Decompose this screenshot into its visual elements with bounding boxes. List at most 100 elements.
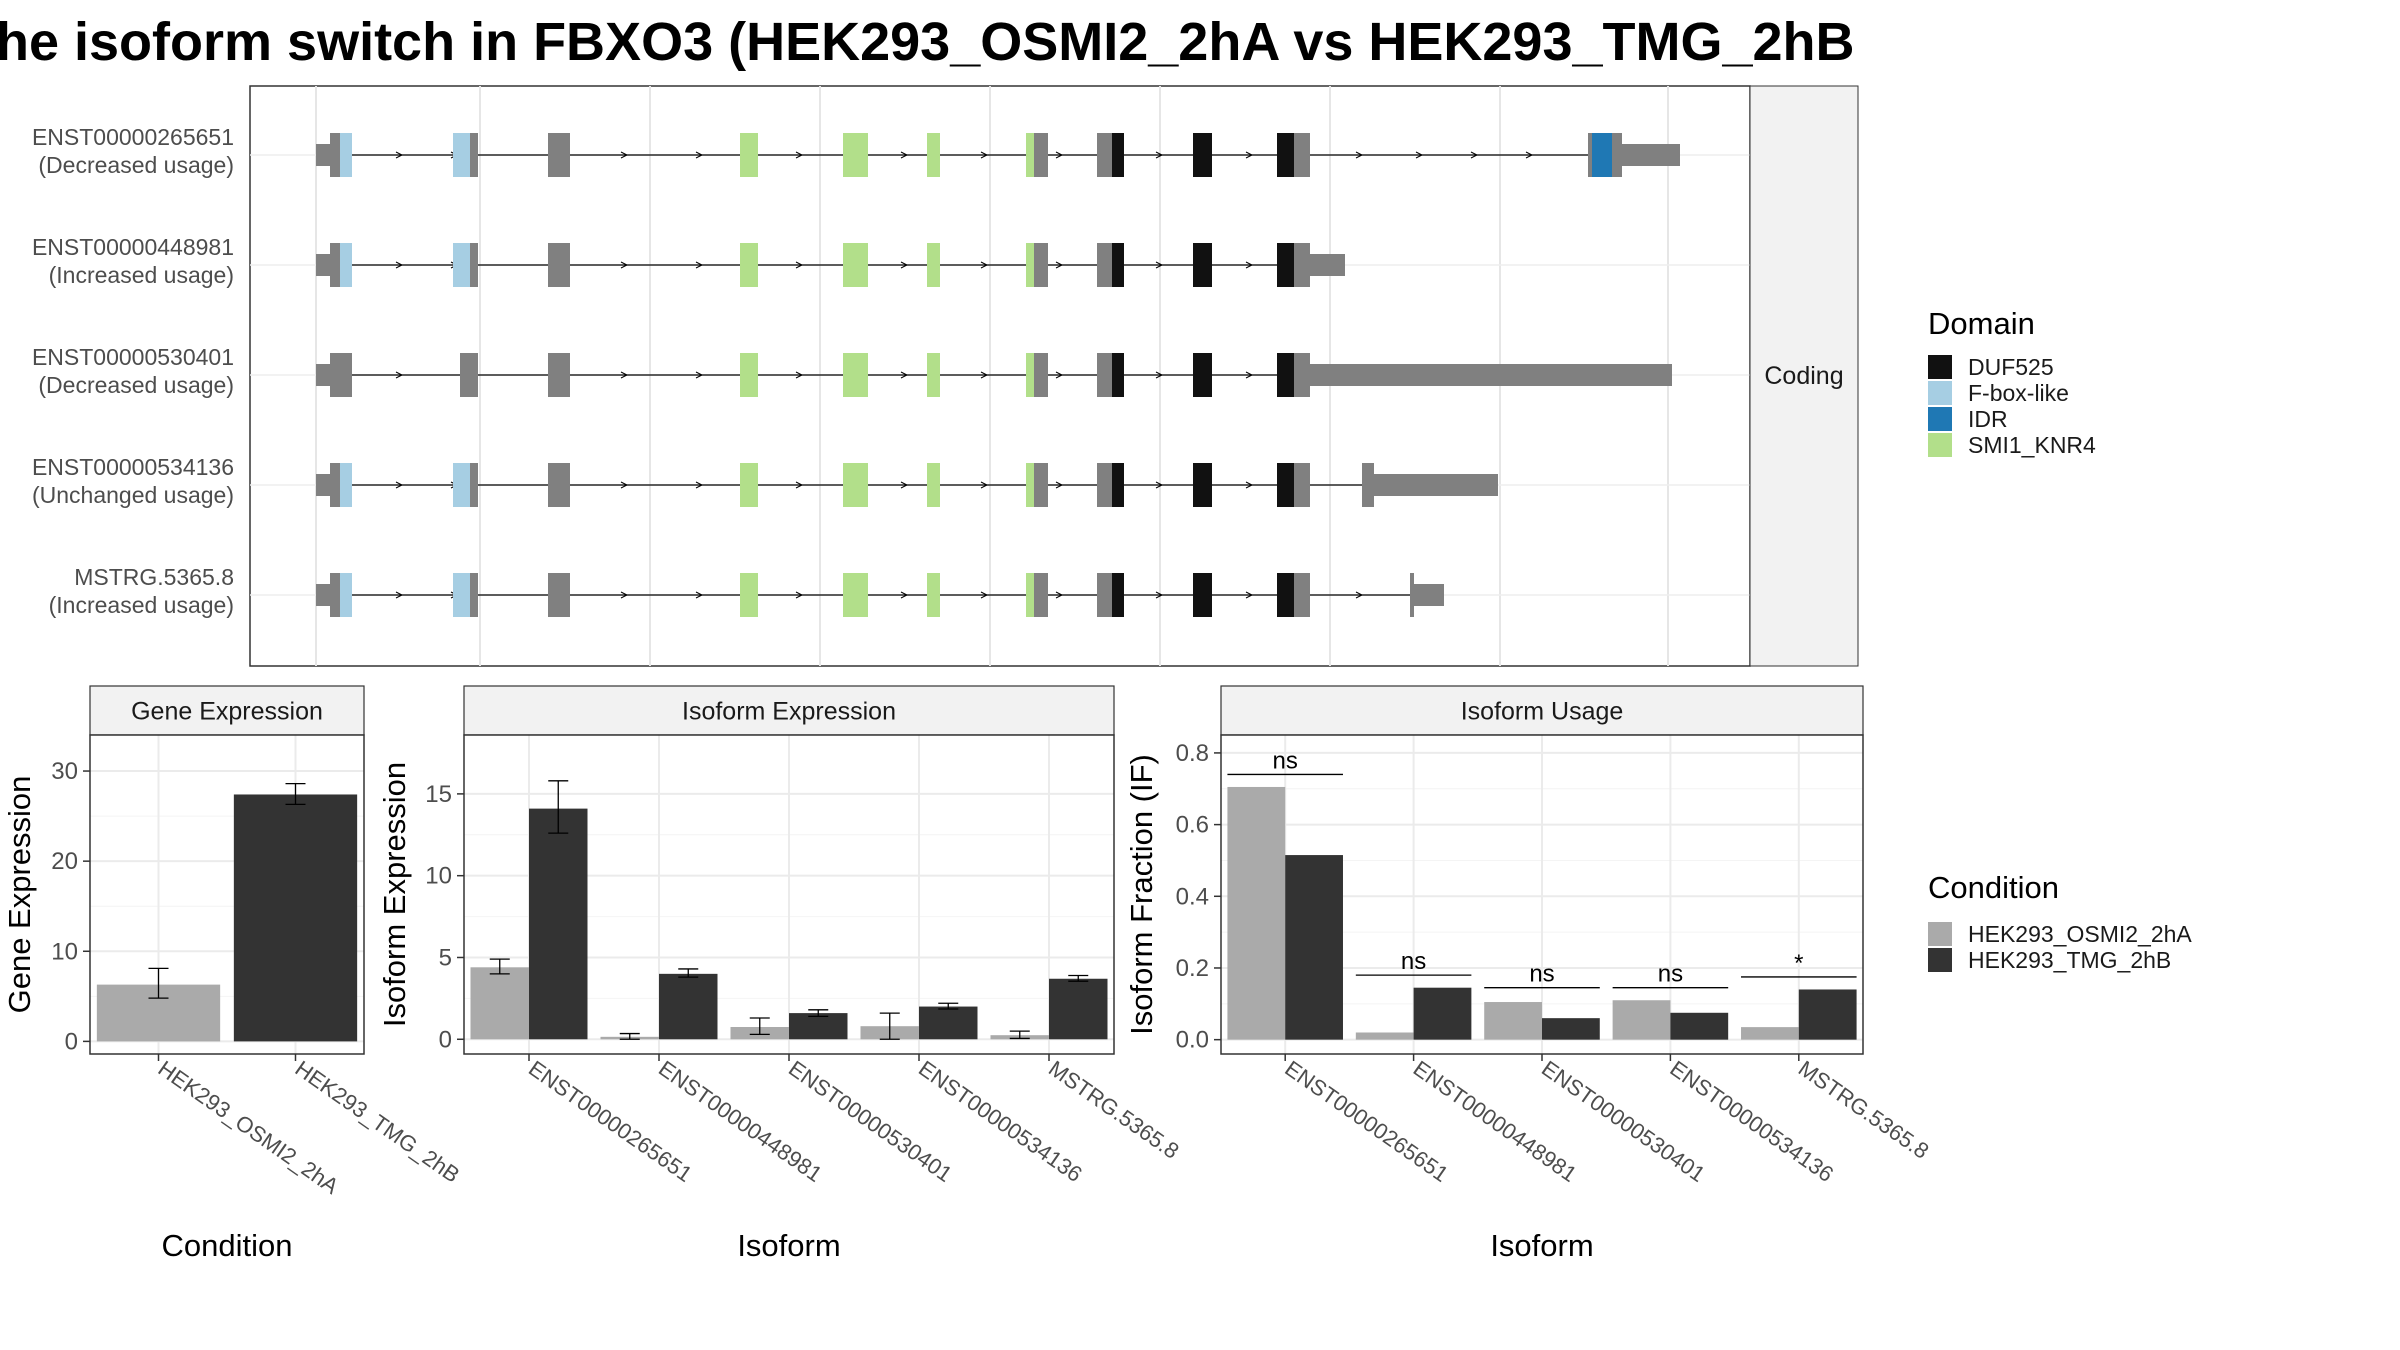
significance-label: ns bbox=[1529, 961, 1554, 988]
strand-arrow bbox=[795, 481, 804, 489]
domain-block bbox=[740, 573, 758, 617]
x-tick-label: MSTRG.5365.8 bbox=[1044, 1056, 1184, 1164]
transcript-row bbox=[316, 133, 1680, 177]
smi1-legend-swatch bbox=[1928, 433, 1952, 457]
strand-arrow bbox=[395, 261, 404, 269]
transcript-models bbox=[316, 133, 1680, 617]
domain-block bbox=[927, 573, 940, 617]
domain-block bbox=[740, 463, 758, 507]
domain-block bbox=[1026, 133, 1034, 177]
bar bbox=[1355, 1032, 1414, 1040]
strand-arrow bbox=[1155, 371, 1164, 379]
strand-arrow bbox=[1055, 371, 1064, 379]
domain-block bbox=[1193, 573, 1212, 617]
strand-arrow bbox=[1155, 151, 1164, 159]
exon-block bbox=[470, 243, 478, 287]
domain-block bbox=[340, 463, 352, 507]
figure-title: he isoform switch in FBXO3 (HEK293_OSMI2… bbox=[0, 12, 1855, 72]
osmi-legend-label: HEK293_OSMI2_2hA bbox=[1968, 921, 2192, 947]
significance-label: ns bbox=[1401, 948, 1426, 975]
plot-frame bbox=[89, 734, 365, 1055]
domain-block bbox=[1277, 243, 1294, 287]
osmi-legend-swatch bbox=[1928, 922, 1952, 946]
domain-block bbox=[1193, 243, 1212, 287]
domain-block bbox=[927, 463, 940, 507]
significance-label: ns bbox=[1658, 961, 1683, 988]
strand-arrow bbox=[1055, 151, 1064, 159]
domain-block bbox=[843, 573, 868, 617]
strand-arrow bbox=[900, 591, 909, 599]
exon-block bbox=[548, 573, 570, 617]
exon-block bbox=[1034, 463, 1048, 507]
utr-block bbox=[316, 254, 330, 276]
transcript-id-label: ENST00000265651 bbox=[32, 124, 234, 150]
smi1-legend-label: SMI1_KNR4 bbox=[1968, 432, 2096, 458]
y-tick-label: 15 bbox=[425, 781, 452, 808]
duf525-legend-label: DUF525 bbox=[1968, 354, 2054, 380]
domain-block bbox=[1193, 353, 1212, 397]
strand-arrow bbox=[1245, 261, 1254, 269]
domain-legend-title: Domain bbox=[1928, 306, 2035, 341]
bar bbox=[1798, 989, 1857, 1040]
transcript-id-label: ENST00000530401 bbox=[32, 344, 234, 370]
exon-block bbox=[1034, 133, 1048, 177]
exon-block bbox=[460, 353, 478, 397]
strand-arrow bbox=[1355, 151, 1364, 159]
transcript-id-label: ENST00000534136 bbox=[32, 454, 234, 480]
domain-block bbox=[340, 243, 352, 287]
exon-block bbox=[1588, 133, 1592, 177]
utr-block bbox=[316, 364, 330, 386]
domain-block bbox=[843, 243, 868, 287]
domain-block bbox=[453, 243, 470, 287]
domain-block bbox=[1277, 573, 1294, 617]
bar bbox=[1670, 1012, 1729, 1040]
exon-block bbox=[1097, 463, 1112, 507]
transcript-labels: ENST00000265651(Decreased usage)ENST0000… bbox=[32, 124, 234, 618]
exon-block bbox=[470, 573, 478, 617]
domain-block bbox=[1026, 353, 1034, 397]
transcript-row bbox=[316, 573, 1444, 617]
domain-block bbox=[1112, 573, 1124, 617]
bar bbox=[1741, 1027, 1799, 1040]
exon-block bbox=[1294, 573, 1310, 617]
exon-block bbox=[330, 243, 340, 287]
strand-arrow bbox=[1155, 481, 1164, 489]
bar bbox=[529, 808, 588, 1040]
strand-arrow bbox=[1245, 481, 1254, 489]
y-axis-title: Isoform Expression bbox=[377, 762, 412, 1027]
bar bbox=[659, 973, 718, 1040]
idr-legend-label: IDR bbox=[1968, 406, 2008, 432]
y-tick-label: 0.6 bbox=[1176, 812, 1209, 839]
bar bbox=[1413, 987, 1472, 1040]
strand-arrow bbox=[1245, 371, 1254, 379]
bar bbox=[1612, 1000, 1671, 1040]
panel-strip bbox=[1220, 685, 1864, 736]
exon-block bbox=[1294, 463, 1310, 507]
bar bbox=[1484, 1002, 1542, 1040]
bar bbox=[1049, 978, 1108, 1040]
panel-title: Gene Expression bbox=[131, 698, 323, 726]
strand-arrow bbox=[900, 261, 909, 269]
transcript-status-label: (Unchanged usage) bbox=[32, 482, 234, 508]
exon-block bbox=[470, 463, 478, 507]
exon-block bbox=[1097, 353, 1112, 397]
exon-block bbox=[1362, 463, 1374, 507]
exon-block bbox=[1034, 353, 1048, 397]
domain-block bbox=[1112, 463, 1124, 507]
strand-arrow bbox=[1055, 261, 1064, 269]
utr-block bbox=[1622, 144, 1680, 166]
strand-arrow bbox=[1470, 151, 1479, 159]
exon-block bbox=[548, 353, 570, 397]
y-axis-title: Gene Expression bbox=[2, 776, 37, 1014]
y-tick-label: 10 bbox=[51, 938, 78, 965]
exon-block bbox=[1612, 133, 1622, 177]
strand-arrow bbox=[695, 481, 704, 489]
y-axis-title: Isoform Fraction (IF) bbox=[1124, 754, 1159, 1035]
transcript-id-label: MSTRG.5365.8 bbox=[74, 564, 234, 590]
strand-arrow bbox=[980, 371, 989, 379]
strand-arrow bbox=[695, 591, 704, 599]
strand-arrow bbox=[695, 151, 704, 159]
strand-arrow bbox=[1155, 591, 1164, 599]
